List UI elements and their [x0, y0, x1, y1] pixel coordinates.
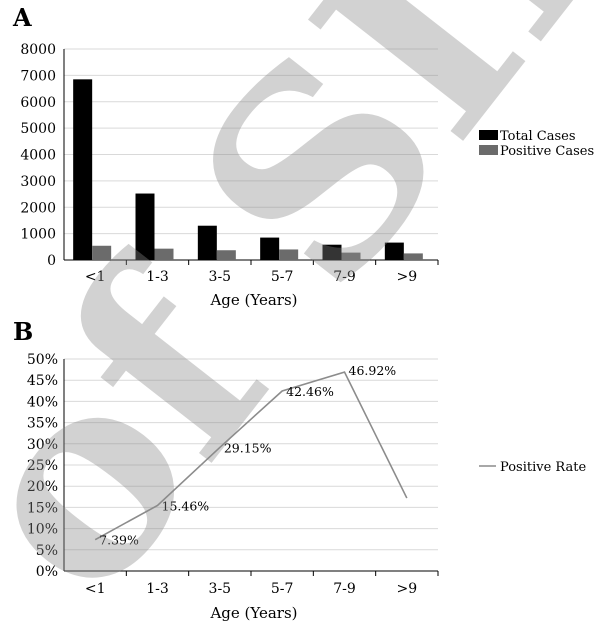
y-tick-label: 5% — [36, 543, 58, 559]
y-tick-label: 2000 — [20, 200, 56, 216]
data-label: 7.39% — [99, 533, 139, 548]
legend-label: Positive Cases — [500, 144, 594, 159]
y-tick-label: 3000 — [20, 174, 56, 190]
x-tick-label: <1 — [85, 269, 106, 285]
line-chart-positive-rate: 0% 5% 10% 15% 20% 25% 30% 35% 40% 45% 50% <1 1-3 3-5 5… — [27, 352, 587, 622]
bar-chart-cases-by-age: 0 1000 2000 3000 4000 5000 6000 7000 8000 <1 1-3 3-… — [20, 42, 594, 309]
y-tick-label: 50% — [27, 352, 58, 368]
x-axis-title: Age (Years) — [209, 291, 297, 309]
bar-total — [322, 244, 342, 260]
y-tick-label: 1000 — [20, 227, 56, 243]
y-tick-label: 8000 — [20, 42, 56, 58]
legend-label: Total Cases — [500, 129, 576, 144]
bar-positive — [216, 250, 236, 260]
bar-positive — [341, 252, 361, 260]
legend-swatch — [479, 145, 498, 155]
bar-positive — [403, 253, 423, 260]
legend-label: Positive Rate — [500, 460, 586, 475]
y-tick-label: 0% — [36, 564, 58, 580]
data-label: 15.46% — [162, 498, 210, 513]
bar-total — [73, 79, 93, 260]
bar-total — [384, 242, 404, 260]
y-tick-label: 5000 — [20, 121, 56, 137]
bar-positive — [154, 248, 174, 260]
x-tick-label: 5-7 — [271, 581, 294, 597]
x-tick-label: 7-9 — [333, 269, 356, 285]
y-tick-label: 35% — [27, 416, 58, 432]
y-tick-label: 45% — [27, 373, 58, 389]
x-tick-label: 3-5 — [209, 581, 232, 597]
data-label: 29.15% — [224, 440, 272, 455]
y-tick-label: 10% — [27, 522, 58, 538]
y-tick-label: 7000 — [20, 68, 56, 84]
y-tick-label: 20% — [27, 479, 58, 495]
data-label: 42.46% — [286, 384, 334, 399]
x-tick-label: 7-9 — [333, 581, 356, 597]
x-tick-label: <1 — [85, 581, 106, 597]
x-tick-label: 5-7 — [271, 269, 294, 285]
bar-positive — [92, 245, 112, 260]
bar-total — [197, 225, 217, 260]
positive-rate-line — [94, 371, 408, 541]
y-tick-label: 15% — [27, 500, 58, 516]
x-axis-title: Age (Years) — [209, 604, 297, 622]
bar-total — [260, 237, 280, 260]
y-tick-label: 6000 — [20, 95, 56, 111]
y-tick-label: 30% — [27, 437, 58, 453]
y-tick-label: 4000 — [20, 148, 56, 164]
data-label: 46.92% — [349, 363, 397, 378]
y-tick-label: 25% — [27, 458, 58, 474]
x-tick-label: >9 — [397, 269, 418, 285]
y-tick-label: 40% — [27, 394, 58, 410]
panel-b-letter: B — [13, 317, 33, 346]
x-tick-label: 1-3 — [146, 269, 169, 285]
x-tick-label: 3-5 — [209, 269, 232, 285]
bar-total — [135, 193, 155, 260]
bar-positive — [279, 249, 299, 260]
legend-swatch — [479, 130, 498, 140]
x-tick-label: 1-3 — [146, 581, 169, 597]
x-tick-label: >9 — [397, 581, 418, 597]
y-tick-label: 0 — [47, 253, 56, 269]
panel-a-letter: A — [12, 3, 32, 32]
